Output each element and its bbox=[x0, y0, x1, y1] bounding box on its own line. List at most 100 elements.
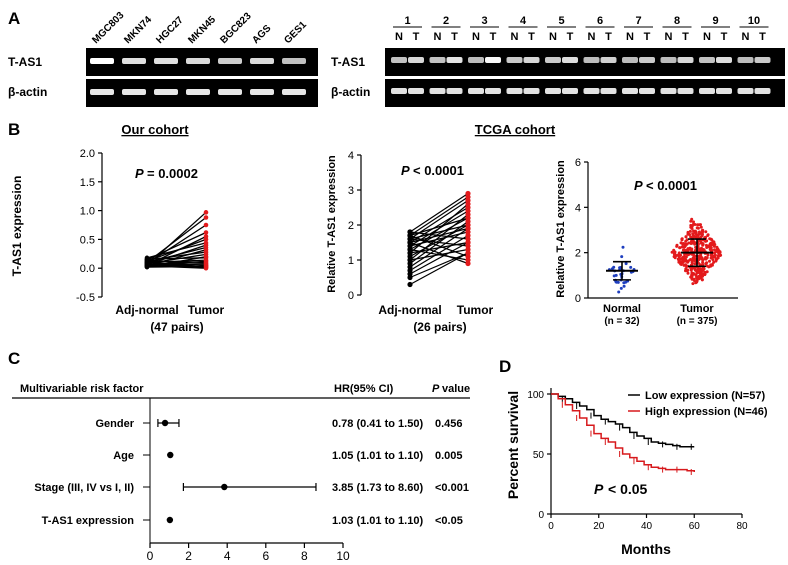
forest-header-p: P value bbox=[432, 383, 470, 395]
chart-b1-ylabel: T-AS1 expression bbox=[10, 176, 24, 277]
forest-hr-value: 3.85 (1.73 to 8.60) bbox=[332, 482, 423, 494]
forest-header-hr: HR(95% CI) bbox=[334, 383, 394, 395]
scatter-point bbox=[699, 255, 703, 259]
normal-letter: N bbox=[549, 31, 557, 43]
scatter-point bbox=[695, 271, 699, 275]
scatter-point bbox=[690, 275, 694, 279]
normal-letter: N bbox=[588, 31, 596, 43]
gel-band bbox=[699, 57, 715, 63]
scatter-point bbox=[693, 223, 697, 226]
scatter-point bbox=[689, 235, 693, 239]
tumor-letter: T bbox=[721, 31, 728, 43]
legend-high: High expression (N=46) bbox=[645, 406, 768, 418]
scatter-point bbox=[684, 235, 688, 239]
scatter-point bbox=[696, 223, 700, 227]
xtick-label: 10 bbox=[336, 549, 350, 563]
paired-line bbox=[409, 252, 469, 279]
cell-line-label: AGS bbox=[250, 23, 273, 46]
gel-band bbox=[154, 58, 178, 64]
scatter-point bbox=[617, 290, 621, 294]
ytick-label: 50 bbox=[533, 450, 545, 461]
gel-row-label-target-left: T-AS1 bbox=[8, 55, 42, 69]
gel-band bbox=[639, 88, 655, 94]
gel-band bbox=[639, 57, 655, 63]
normal-letter: N bbox=[472, 31, 480, 43]
scatter-point bbox=[686, 268, 690, 272]
cell-line-label: HGC27 bbox=[154, 14, 186, 46]
gel-band bbox=[90, 89, 114, 95]
scatter-point bbox=[620, 255, 624, 259]
paired-line bbox=[146, 265, 207, 269]
scatter-point bbox=[693, 229, 697, 233]
scatter-point bbox=[701, 258, 705, 262]
gel-row-label-control-right: β-actin bbox=[331, 85, 370, 99]
scatter-point bbox=[700, 278, 704, 282]
normal-point bbox=[407, 232, 413, 239]
pair-number-labels: 1 2 3 4 5 6 7 8 9 10 bbox=[393, 15, 769, 28]
our-cohort-title: Our cohort bbox=[121, 122, 189, 137]
scatter-point bbox=[695, 226, 699, 230]
normal-letter: N bbox=[434, 31, 442, 43]
pair-number: 4 bbox=[520, 15, 527, 27]
km-curve bbox=[551, 393, 695, 448]
paired-line bbox=[409, 231, 469, 247]
tumor-point bbox=[465, 260, 471, 267]
gel-band bbox=[716, 57, 732, 63]
forest-p-value: <0.05 bbox=[435, 515, 463, 527]
hr-point bbox=[221, 483, 228, 491]
km-pvalue: P < 0.05 bbox=[594, 481, 648, 497]
pair-number: 1 bbox=[404, 15, 410, 27]
ytick-label: -0.5 bbox=[76, 292, 95, 304]
pair-number: 6 bbox=[597, 15, 603, 27]
chart-b3-n-normal: (n = 32) bbox=[604, 316, 639, 327]
paired-line bbox=[146, 257, 207, 260]
normal-point bbox=[407, 239, 413, 246]
gel-band bbox=[523, 88, 540, 94]
gel-band bbox=[250, 89, 274, 95]
gel-band bbox=[485, 57, 501, 63]
scatter-point bbox=[680, 237, 684, 241]
ytick-label: 100 bbox=[527, 390, 544, 401]
paired-line bbox=[409, 231, 469, 240]
ytick-label: 0.5 bbox=[80, 234, 95, 246]
scatter-point bbox=[622, 284, 626, 288]
paired-line bbox=[146, 242, 207, 259]
scatter-point bbox=[697, 230, 701, 234]
scatter-point bbox=[703, 257, 707, 261]
scatter-point bbox=[690, 277, 694, 281]
scatter-point bbox=[679, 260, 683, 264]
xtick-label: 8 bbox=[301, 549, 308, 563]
scatter-point bbox=[700, 229, 704, 232]
pair-number: 10 bbox=[748, 15, 760, 27]
paired-line bbox=[409, 193, 469, 233]
panel-label-d: D bbox=[499, 357, 511, 376]
scatter-point bbox=[612, 274, 616, 278]
forest-hr-value: 1.05 (1.01 to 1.10) bbox=[332, 450, 423, 462]
normal-point bbox=[407, 274, 413, 281]
gel-band bbox=[122, 58, 146, 64]
scatter-point bbox=[705, 264, 709, 268]
p-letter: P bbox=[401, 163, 410, 178]
scatter-point bbox=[689, 239, 693, 243]
scatter-point bbox=[619, 286, 623, 290]
scatter-point bbox=[718, 254, 722, 257]
gel-band bbox=[523, 57, 540, 63]
scatter-point bbox=[624, 262, 628, 266]
forest-row-label: Age bbox=[113, 450, 134, 462]
scatter-point bbox=[708, 259, 711, 263]
tumor-point bbox=[203, 237, 209, 242]
scatter-point bbox=[673, 256, 677, 260]
gel-band bbox=[737, 88, 754, 94]
scatter-point bbox=[712, 244, 716, 248]
legend-low: Low expression (N=57) bbox=[645, 390, 765, 402]
tumor-letter: T bbox=[490, 31, 497, 43]
gel-band bbox=[660, 57, 677, 63]
scatter-point bbox=[692, 255, 696, 259]
scatter-point bbox=[679, 241, 683, 245]
chart-b2-ylabel: Relative T-AS1 expression bbox=[326, 155, 338, 293]
forest-p-value: 0.005 bbox=[435, 450, 463, 462]
scatter-point bbox=[629, 265, 633, 269]
gel-band bbox=[545, 57, 561, 63]
gel-band bbox=[562, 57, 578, 63]
